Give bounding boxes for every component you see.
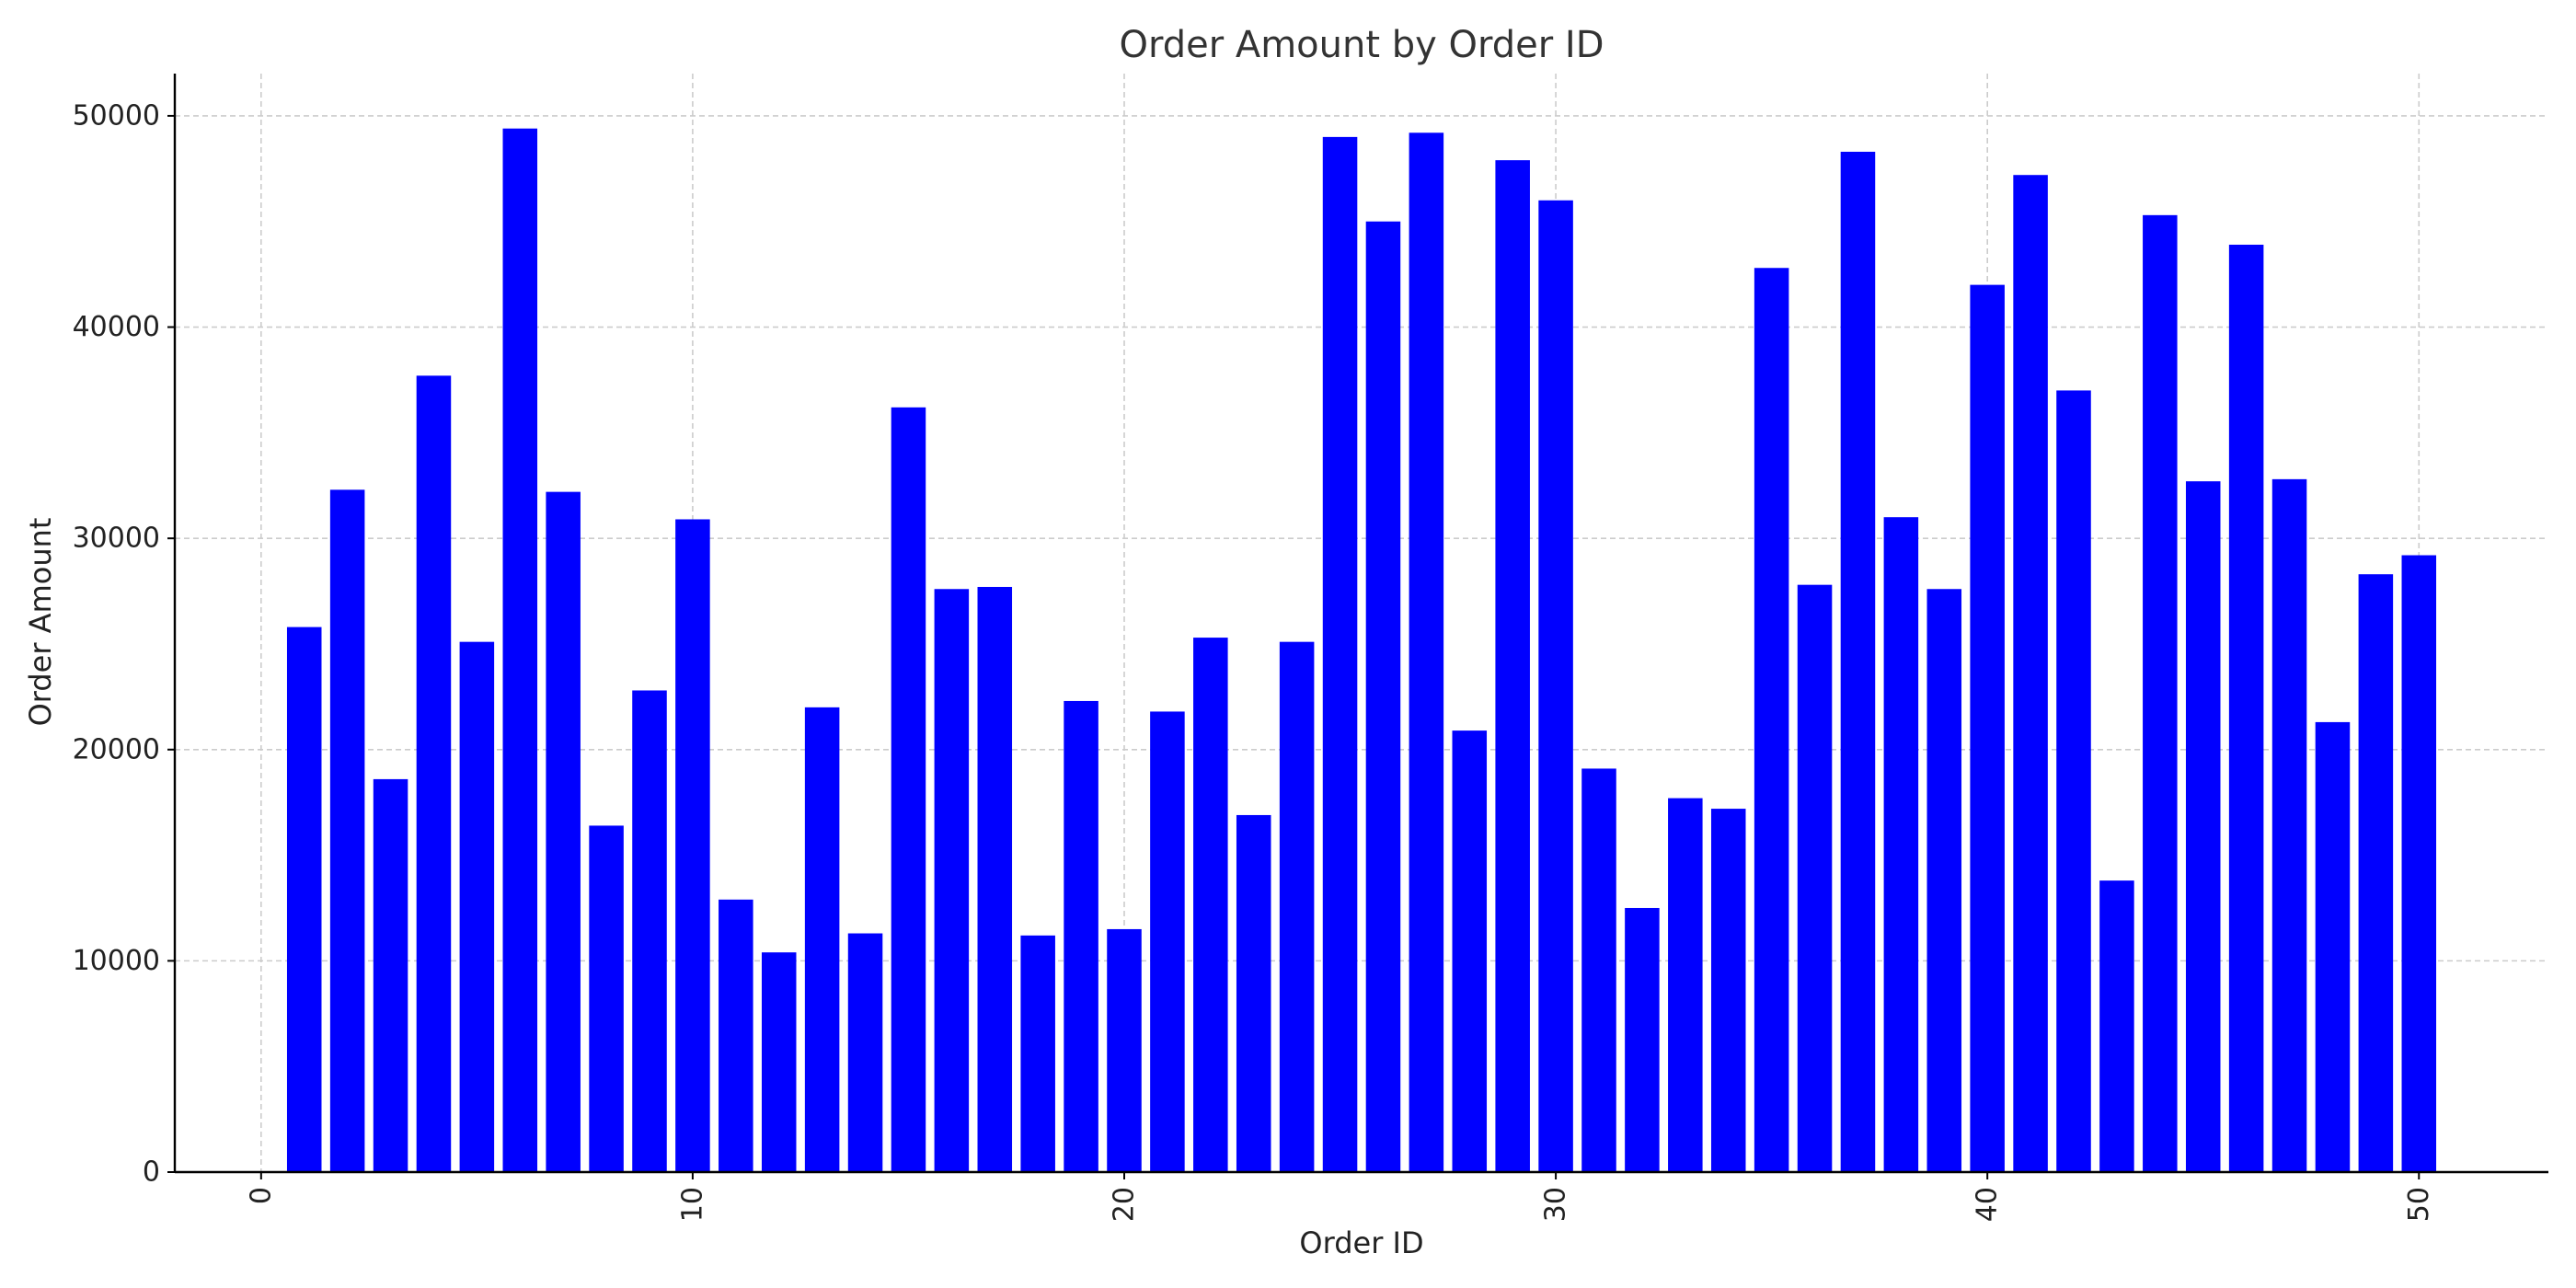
bar-37 [1840, 151, 1876, 1173]
bar-26 [1365, 221, 1401, 1173]
chart-title: Order Amount by Order ID [1119, 24, 1604, 66]
bar-6 [502, 128, 538, 1173]
bar-30 [1538, 200, 1573, 1172]
bar-16 [934, 589, 970, 1172]
bar-27 [1409, 132, 1444, 1172]
bar-40 [1970, 284, 2005, 1173]
bar-19 [1064, 700, 1098, 1172]
y-tick-label-1: 10000 [73, 945, 160, 977]
bar-23 [1236, 814, 1271, 1172]
bar-47 [2271, 478, 2307, 1172]
bar-36 [1797, 584, 1833, 1172]
bar-34 [1710, 809, 1746, 1172]
bar-48 [2315, 721, 2351, 1172]
bar-1 [286, 627, 322, 1172]
bar-8 [589, 825, 624, 1172]
x-tick-label-4: 40 [1972, 1187, 2004, 1222]
x-tick-label-5: 50 [2403, 1187, 2435, 1222]
bars [286, 128, 2437, 1173]
bar-11 [719, 899, 753, 1172]
axes: 0 10 20 30 40 50 0 10000 20000 30000 40000 50000 [73, 74, 2548, 1222]
bar-49 [2358, 574, 2394, 1172]
bar-29 [1495, 160, 1530, 1172]
bar-18 [1020, 935, 1055, 1172]
bar-13 [804, 707, 840, 1172]
bar-42 [2056, 390, 2091, 1172]
bar-45 [2185, 481, 2221, 1172]
x-axis-label: Order ID [1299, 1225, 1423, 1260]
bar-41 [2013, 175, 2048, 1173]
bar-14 [847, 933, 883, 1172]
y-axis-label: Order Amount [23, 518, 58, 727]
bar-20 [1107, 928, 1142, 1172]
bar-35 [1754, 268, 1789, 1172]
bar-22 [1193, 638, 1228, 1172]
bar-44 [2143, 214, 2178, 1173]
x-tick-label-0: 0 [245, 1187, 277, 1204]
bar-32 [1625, 907, 1660, 1172]
y-tick-label-5: 50000 [73, 99, 160, 132]
bar-7 [546, 491, 581, 1172]
bar-9 [632, 690, 667, 1172]
bar-2 [329, 489, 365, 1172]
y-tick-label-2: 20000 [73, 733, 160, 765]
bar-39 [1926, 589, 1962, 1172]
bar-33 [1668, 798, 1703, 1172]
x-tick-label-1: 10 [676, 1187, 708, 1222]
bar-31 [1581, 768, 1616, 1172]
bar-4 [416, 375, 452, 1173]
bar-25 [1322, 136, 1358, 1172]
bar-17 [977, 586, 1013, 1172]
bar-28 [1452, 730, 1488, 1172]
bar-5 [459, 641, 495, 1172]
bar-38 [1883, 517, 1919, 1172]
bar-46 [2228, 244, 2264, 1172]
bar-50 [2401, 555, 2437, 1172]
y-tick-label-4: 40000 [73, 311, 160, 343]
x-tick-label-3: 30 [1540, 1187, 1572, 1222]
y-tick-label-3: 30000 [73, 523, 160, 555]
bar-21 [1150, 711, 1185, 1172]
x-tick-label-2: 20 [1109, 1187, 1141, 1222]
bar-12 [761, 952, 797, 1172]
bar-10 [675, 519, 710, 1172]
bar-24 [1279, 641, 1315, 1172]
bar-3 [373, 778, 408, 1172]
bar-43 [2099, 880, 2134, 1172]
y-tick-label-0: 0 [143, 1156, 160, 1189]
bar-15 [891, 407, 926, 1172]
